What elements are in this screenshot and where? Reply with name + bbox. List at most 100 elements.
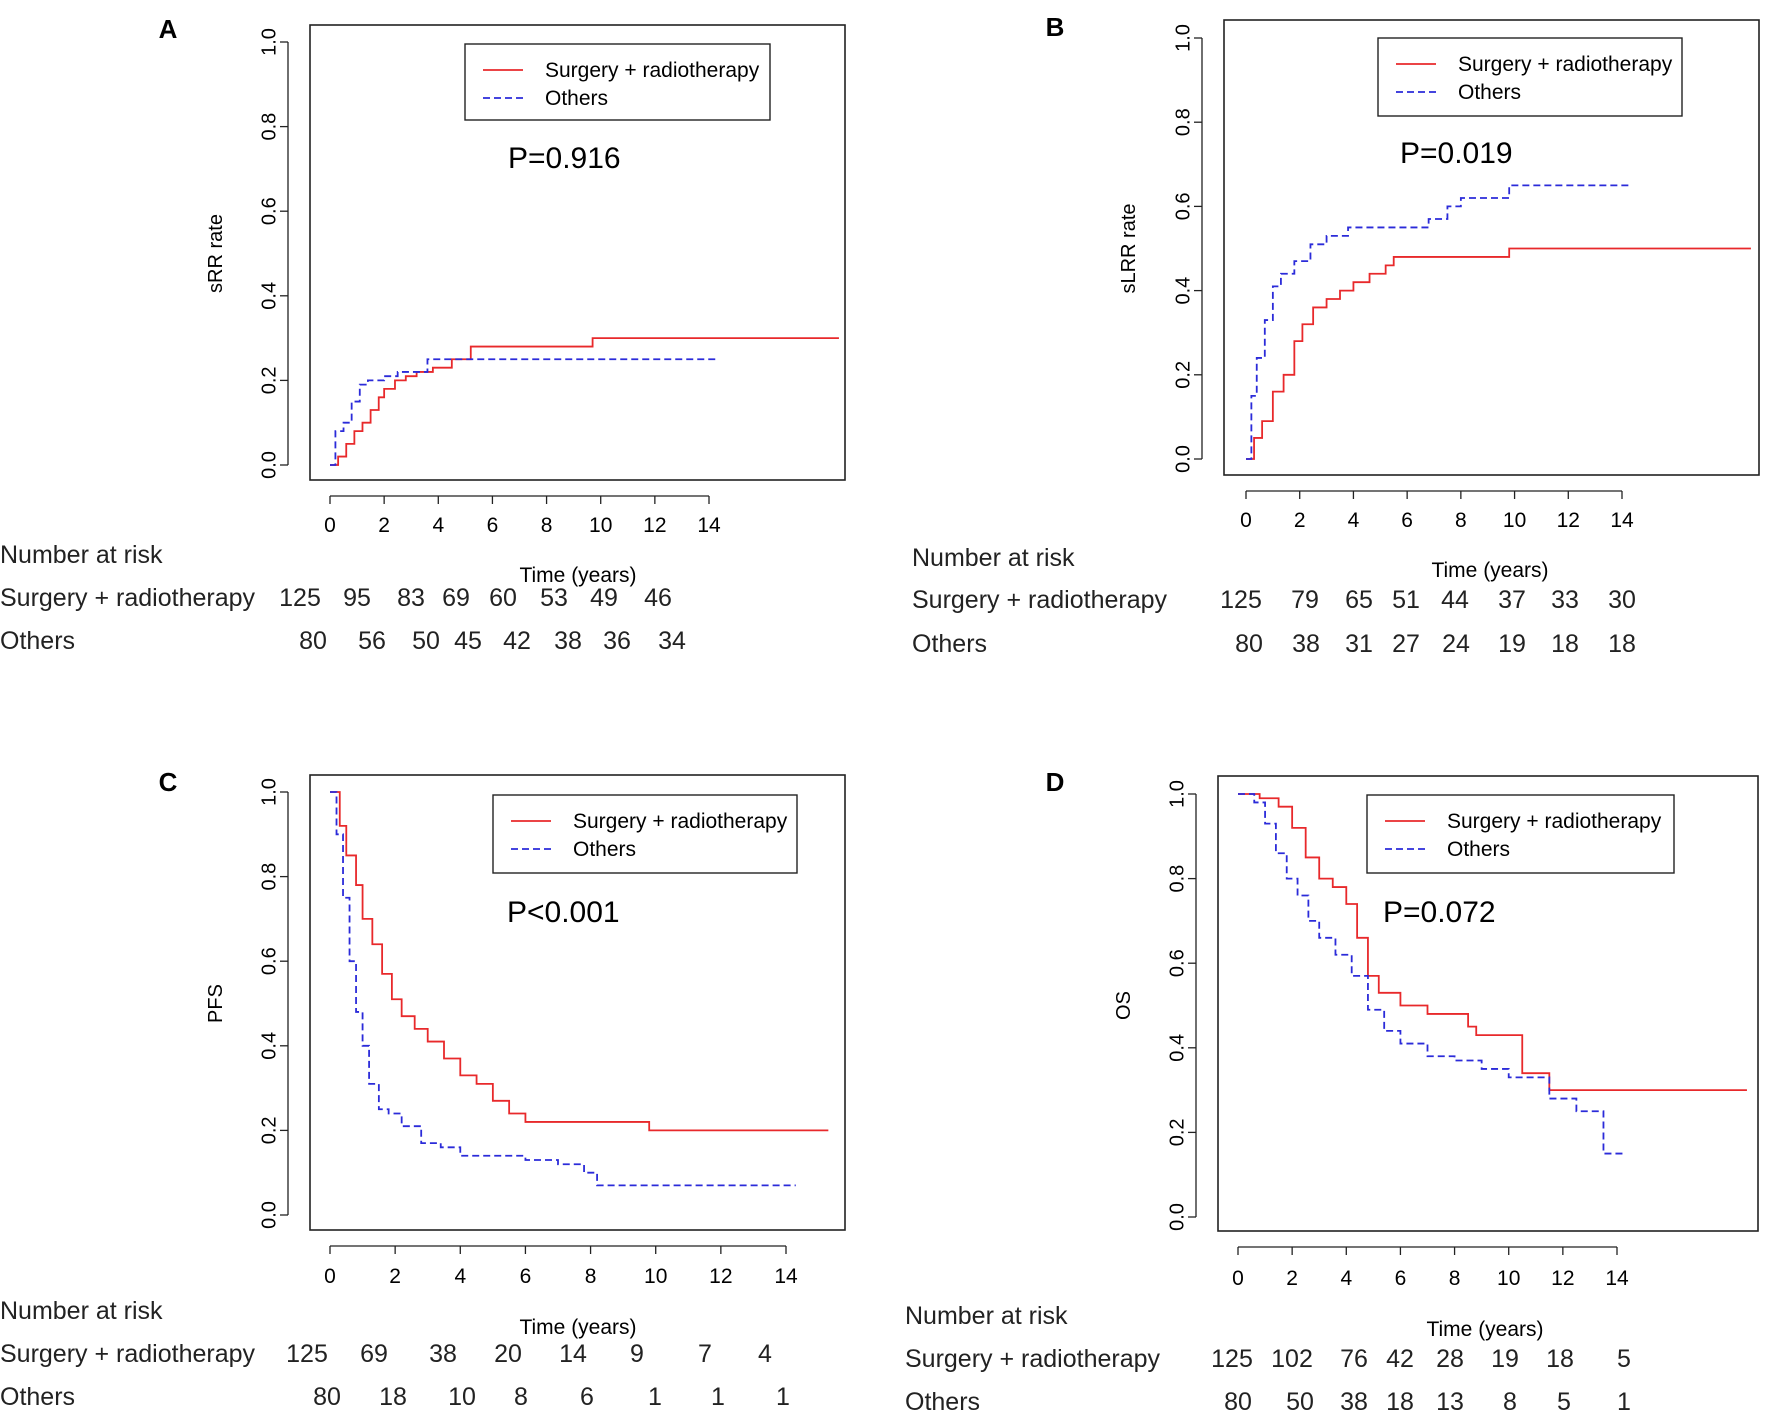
x-tick-label: 12 [1557,509,1580,532]
panel-c: C 0.0 0.2 0.4 0.6 0.8 1.0 PFS 0 2 4 6 8 10 12 14 Time (y… [159,767,846,1339]
plot-frame [309,24,846,481]
p-value: P=0.019 [1400,137,1513,170]
risk-count: 8 [1503,1388,1517,1416]
risk-count: 69 [360,1340,388,1368]
risk-count: 1 [711,1383,725,1411]
x-tick-label: 12 [643,514,666,537]
y-axis-label: sLRR rate [1118,203,1140,293]
x-axis-label: Time (years) [1426,1318,1543,1341]
risk-count: 4 [758,1340,772,1368]
y-tick-label: 1.0 [258,28,280,56]
risk-count: 125 [279,584,321,612]
x-axis-label: Time (years) [519,1316,636,1339]
y-axis-label: OS [1113,991,1135,1020]
y-tick-label: 0.4 [1166,1034,1188,1062]
legend-box [1366,794,1675,874]
y-tick-label: 0.0 [258,1201,280,1229]
y-tick-label: 0.4 [1172,277,1194,305]
risk-count: 6 [580,1383,594,1411]
y-axis-label: PFS [205,984,227,1023]
risk-count: 80 [1235,630,1263,658]
risk-count: 33 [1551,586,1579,614]
x-tick-label: 14 [774,1265,798,1288]
curve-others [1238,793,1626,1155]
x-tick-label: 10 [644,1265,667,1288]
risk-count: 46 [644,584,672,612]
y-tick-label: 0.0 [1166,1203,1188,1231]
x-tick-label: 14 [1605,1267,1629,1290]
y-tick-label: 0.0 [258,451,280,479]
risk-table-title: Number at risk [0,1297,163,1325]
legend: Surgery + radiotherapy Others [1366,794,1675,874]
p-value: P=0.916 [508,142,621,175]
x-tick-label: 4 [432,514,444,537]
risk-count: 42 [1386,1345,1414,1373]
risk-count: 9 [630,1340,644,1368]
risk-count: 13 [1436,1388,1464,1416]
y-tick-label: 0.8 [1166,865,1188,893]
risk-count: 80 [313,1383,341,1411]
panel-b: B 0.0 0.2 0.4 0.6 0.8 1.0 sLRR rate 0 2 4 6 8 10 12 14 T… [1046,12,1760,582]
risk-count: 65 [1345,586,1373,614]
y-tick-label: 0.0 [1172,445,1194,473]
y-tick-label: 1.0 [1172,24,1194,52]
risk-count: 83 [397,584,425,612]
risk-table-title: Number at risk [912,544,1075,572]
curve-others [330,791,796,1187]
risk-count: 38 [554,627,582,655]
risk-count: 18 [1608,630,1636,658]
risk-table-title: Number at risk [905,1302,1068,1330]
risk-count: 45 [454,627,482,655]
panel-letter: A [159,14,178,44]
risk-count: 50 [1286,1388,1314,1416]
x-tick-label: 14 [697,514,721,537]
x-axis-label: Time (years) [1431,559,1548,582]
risk-count: 37 [1498,586,1526,614]
risk-count: 18 [1546,1345,1574,1373]
risk-count: 20 [494,1340,522,1368]
curve-surgery-radiotherapy [330,791,829,1132]
risk-count: 14 [559,1340,587,1368]
legend-box [464,43,771,121]
y-tick-label: 1.0 [258,778,280,806]
x-tick-label: 8 [541,514,553,537]
y-tick-label: 0.8 [1172,108,1194,136]
x-tick-label: 12 [709,1265,732,1288]
risk-count: 42 [503,627,531,655]
y-axis-label: sRR rate [205,214,227,293]
x-tick-label: 4 [1348,509,1360,532]
legend-label-surgery-radiotherapy: Surgery + radiotherapy [545,59,760,82]
risk-count: 102 [1271,1345,1313,1373]
plot-frame [309,774,846,1231]
legend-label-surgery-radiotherapy: Surgery + radiotherapy [1447,810,1662,833]
y-tick-label: 0.2 [1166,1118,1188,1146]
risk-count: 95 [343,584,371,612]
risk-count: 28 [1436,1345,1464,1373]
plot-frame [1217,775,1759,1232]
legend: Surgery + radiotherapy Others [1377,37,1683,117]
x-tick-label: 6 [487,514,499,537]
risk-count: 38 [1340,1388,1368,1416]
legend-label-others: Others [545,87,608,110]
x-tick-label: 0 [324,514,336,537]
risk-count: 125 [1211,1345,1253,1373]
risk-count: 44 [1441,586,1469,614]
x-tick-label: 8 [1455,509,1467,532]
x-tick-label: 2 [1294,509,1306,532]
p-value: P=0.072 [1383,896,1496,929]
risk-row-label-surgery-radiotherapy: Surgery + radiotherapy [0,1340,256,1368]
x-tick-label: 6 [1401,509,1413,532]
legend-box [492,794,798,874]
y-tick-label: 0.6 [1172,192,1194,220]
curve-surgery-radiotherapy [1246,247,1751,460]
x-tick-label: 10 [1503,509,1526,532]
x-axis-label: Time (years) [519,564,636,587]
risk-row-label-others: Others [0,627,76,655]
risk-count: 38 [1292,630,1320,658]
y-tick-label: 0.2 [258,366,280,394]
legend-label-others: Others [1447,838,1510,861]
plot-frame [1223,19,1760,476]
legend: Surgery + radiotherapy Others [464,43,771,121]
risk-count: 125 [1220,586,1262,614]
